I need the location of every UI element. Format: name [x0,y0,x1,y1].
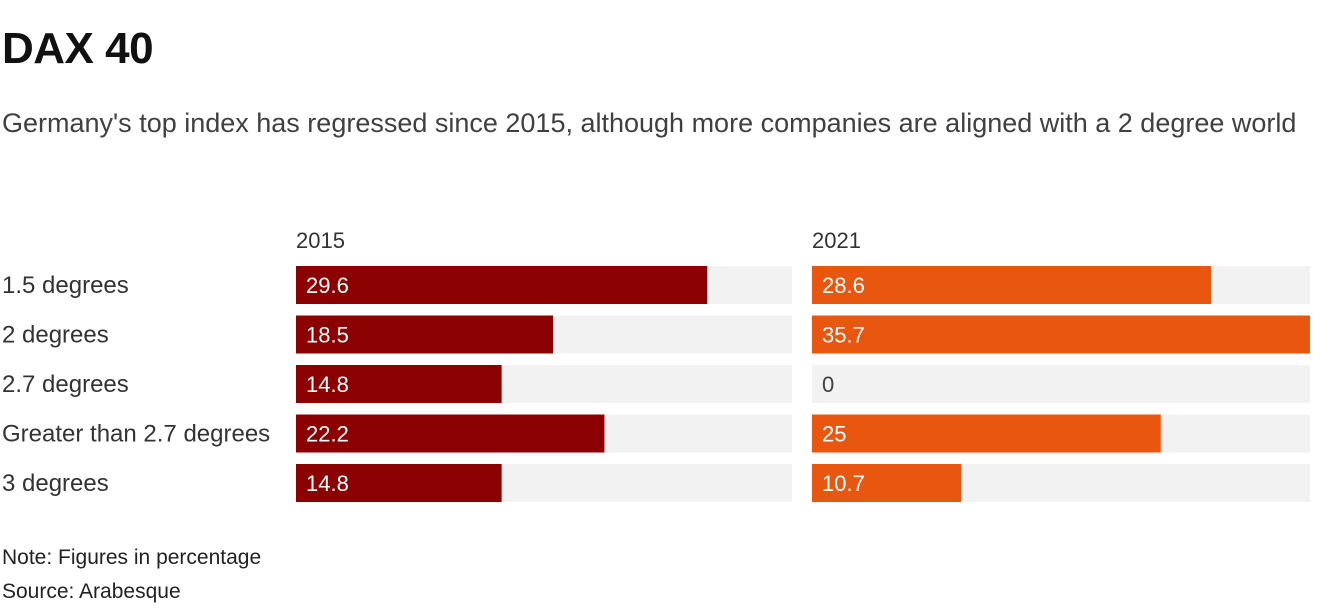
data-label-2015-3-degrees: 14.8 [306,471,349,496]
data-label-2015-2-7-degrees: 14.8 [306,372,349,397]
data-label-2021-2-7-degrees: 0 [822,372,834,397]
bar-2015-3-degrees [296,464,502,502]
category-label-2-degrees: 2 degrees [2,322,109,349]
chart-note: Note: Figures in percentage [2,546,262,569]
data-label-2015-2-degrees: 18.5 [306,323,349,348]
data-label-2021-2-degrees: 35.7 [822,323,865,348]
bar-track-2021-2-7-degrees [812,365,1310,403]
category-label-greater-than-2-7-degrees: Greater than 2.7 degrees [2,421,270,448]
bar-2021-greater-than-2-7-degrees [812,414,1161,453]
data-label-2015-1-5-degrees: 29.6 [306,273,349,298]
chart-source: Source: Arabesque [2,580,181,603]
data-label-2021-greater-than-2-7-degrees: 25 [822,422,846,447]
bar-2015-greater-than-2-7-degrees [296,414,605,453]
bar-2015-1-5-degrees [296,266,708,304]
bar-2021-3-degrees [812,464,962,502]
panel-title-2015: 2015 [296,228,345,253]
data-label-2021-1-5-degrees: 28.6 [822,273,865,298]
bar-2021-2-degrees [812,315,1310,354]
data-label-2015-greater-than-2-7-degrees: 22.2 [306,422,349,447]
category-label-3-degrees: 3 degrees [2,470,109,497]
panel-title-2021: 2021 [812,228,861,253]
data-label-2021-3-degrees: 10.7 [822,471,865,496]
chart-title: DAX 40 [2,24,154,73]
category-label-1-5-degrees: 1.5 degrees [2,272,129,299]
bar-2015-2-degrees [296,315,554,354]
bar-2021-1-5-degrees [812,266,1211,304]
category-label-2-7-degrees: 2.7 degrees [2,371,129,398]
chart-subtitle: Germany's top index has regressed since … [2,108,1297,138]
bar-2015-2-7-degrees [296,365,502,403]
